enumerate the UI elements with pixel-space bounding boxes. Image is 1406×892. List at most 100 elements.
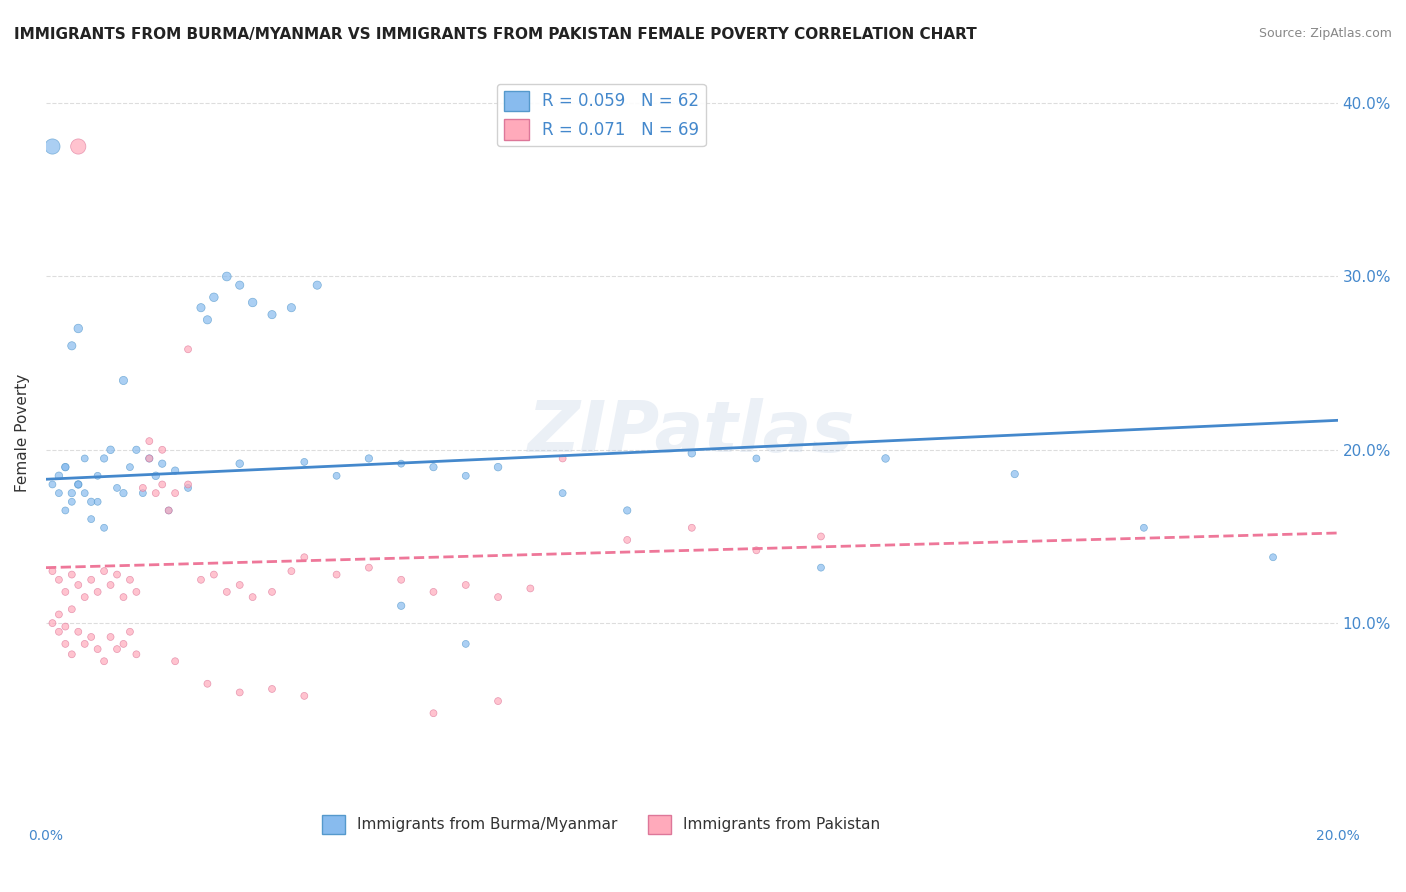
Point <box>86 585 108 599</box>
Point <box>60 486 83 500</box>
Point <box>681 446 703 460</box>
Point <box>228 685 250 699</box>
Point <box>145 486 167 500</box>
Point <box>1004 467 1026 481</box>
Point <box>100 578 122 592</box>
Point <box>228 457 250 471</box>
Point <box>745 451 768 466</box>
Point <box>86 495 108 509</box>
Point <box>53 619 76 633</box>
Point <box>325 567 347 582</box>
Point <box>150 477 173 491</box>
Point <box>105 567 128 582</box>
Point <box>60 567 83 582</box>
Point <box>202 290 225 304</box>
Point <box>260 585 283 599</box>
Point <box>67 624 90 639</box>
Point <box>60 602 83 616</box>
Point <box>80 512 103 526</box>
Text: 20.0%: 20.0% <box>1316 830 1360 843</box>
Point <box>48 486 70 500</box>
Point <box>745 543 768 558</box>
Point <box>422 706 444 721</box>
Point <box>86 468 108 483</box>
Point <box>389 457 412 471</box>
Point <box>53 637 76 651</box>
Point <box>138 451 160 466</box>
Point <box>86 642 108 657</box>
Point <box>242 295 264 310</box>
Legend: Immigrants from Burma/Myanmar, Immigrants from Pakistan: Immigrants from Burma/Myanmar, Immigrant… <box>316 809 887 839</box>
Point <box>100 442 122 457</box>
Point <box>41 564 63 578</box>
Point <box>145 468 167 483</box>
Point <box>486 460 509 475</box>
Point <box>292 689 315 703</box>
Point <box>307 278 329 293</box>
Point <box>157 503 180 517</box>
Point <box>486 694 509 708</box>
Text: IMMIGRANTS FROM BURMA/MYANMAR VS IMMIGRANTS FROM PAKISTAN FEMALE POVERTY CORRELA: IMMIGRANTS FROM BURMA/MYANMAR VS IMMIGRA… <box>14 27 977 42</box>
Point <box>242 590 264 604</box>
Point <box>105 642 128 657</box>
Point <box>177 477 200 491</box>
Point <box>551 451 574 466</box>
Y-axis label: Female Poverty: Female Poverty <box>15 374 30 491</box>
Point <box>67 477 90 491</box>
Point <box>454 578 477 592</box>
Point <box>138 451 160 466</box>
Point <box>551 486 574 500</box>
Point <box>41 477 63 491</box>
Point <box>357 451 380 466</box>
Point <box>80 573 103 587</box>
Point <box>202 567 225 582</box>
Point <box>132 486 155 500</box>
Point <box>60 648 83 662</box>
Point <box>53 585 76 599</box>
Point <box>80 495 103 509</box>
Point <box>260 681 283 696</box>
Point <box>80 630 103 644</box>
Point <box>118 460 141 475</box>
Text: Source: ZipAtlas.com: Source: ZipAtlas.com <box>1258 27 1392 40</box>
Point <box>177 343 200 357</box>
Point <box>60 339 83 353</box>
Point <box>48 624 70 639</box>
Point <box>165 654 187 668</box>
Point <box>105 481 128 495</box>
Point <box>1261 550 1284 565</box>
Point <box>454 468 477 483</box>
Point <box>190 301 212 315</box>
Point <box>197 677 219 691</box>
Point <box>48 607 70 622</box>
Point <box>197 313 219 327</box>
Point <box>422 460 444 475</box>
Point <box>422 585 444 599</box>
Point <box>616 533 638 547</box>
Point <box>177 481 200 495</box>
Point <box>67 321 90 335</box>
Point <box>228 578 250 592</box>
Point <box>357 560 380 574</box>
Point <box>125 648 148 662</box>
Point <box>810 529 832 543</box>
Point <box>228 278 250 293</box>
Point <box>215 585 238 599</box>
Point <box>165 486 187 500</box>
Point <box>681 521 703 535</box>
Point <box>810 560 832 574</box>
Point <box>389 573 412 587</box>
Point <box>112 637 135 651</box>
Point <box>292 455 315 469</box>
Point <box>215 269 238 284</box>
Point <box>325 468 347 483</box>
Point <box>100 630 122 644</box>
Point <box>48 573 70 587</box>
Point <box>73 590 96 604</box>
Point <box>260 308 283 322</box>
Point <box>125 585 148 599</box>
Point <box>138 434 160 449</box>
Point <box>875 451 897 466</box>
Point <box>67 578 90 592</box>
Text: 0.0%: 0.0% <box>28 830 63 843</box>
